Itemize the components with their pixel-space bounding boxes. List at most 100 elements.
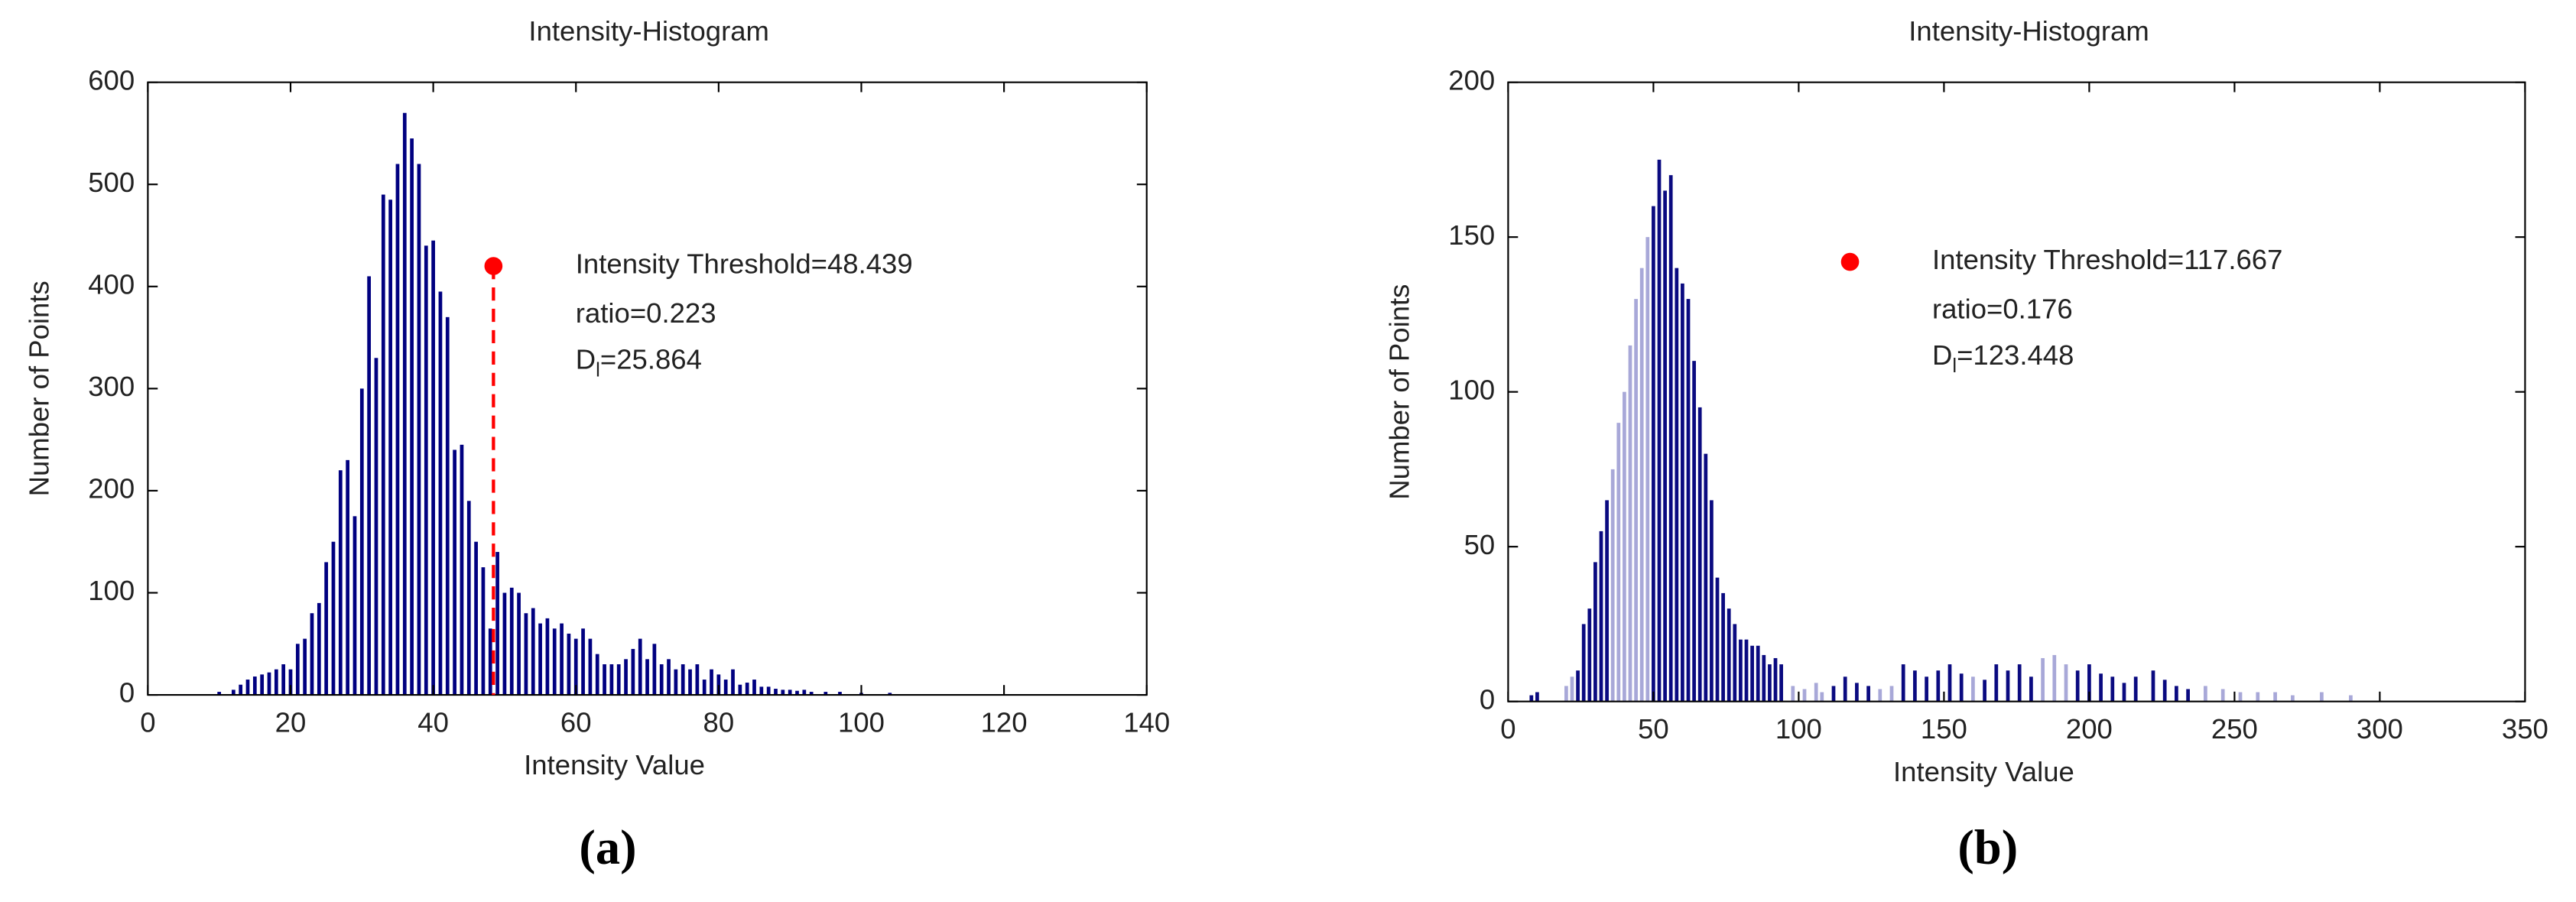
bar	[695, 664, 700, 696]
bar	[359, 388, 364, 696]
bar	[281, 664, 286, 696]
bar	[716, 674, 721, 696]
bar	[1605, 500, 1609, 702]
annotation: Dl=123.448	[1932, 339, 2074, 377]
annotation-sub: l	[596, 359, 600, 381]
bar	[1535, 692, 1539, 702]
bar	[502, 592, 507, 696]
bar	[324, 562, 329, 696]
plot-frame	[147, 81, 1148, 696]
x-tick-label: 140	[1123, 706, 1170, 738]
bar	[1814, 683, 1818, 702]
bar	[317, 602, 321, 696]
annotation: ratio=0.176	[1932, 294, 2073, 325]
y-tick-label: 100	[88, 575, 135, 606]
bar	[631, 648, 635, 696]
x-tick-label: 350	[2502, 713, 2548, 745]
annotation: Intensity Threshold=48.439	[576, 248, 913, 280]
bar	[1913, 670, 1917, 702]
bar	[809, 692, 814, 696]
bar	[1831, 686, 1836, 702]
bar	[1715, 577, 1720, 702]
bar	[1773, 657, 1778, 702]
bar	[495, 552, 499, 696]
bar	[2110, 676, 2115, 702]
bar	[1710, 500, 1714, 702]
bar	[774, 689, 778, 696]
bar	[438, 291, 443, 696]
y-tick-label: 150	[1448, 219, 1495, 251]
bar	[710, 669, 713, 696]
x-tick-label: 120	[981, 706, 1028, 738]
bar	[560, 623, 564, 696]
bar	[474, 541, 478, 696]
bar	[688, 669, 692, 696]
bar	[595, 654, 599, 696]
bar	[424, 245, 428, 696]
y-tick-label: 0	[1480, 683, 1495, 715]
bar	[795, 690, 799, 696]
bar	[538, 623, 542, 696]
bar	[524, 613, 528, 696]
y-tick-label: 50	[1464, 529, 1496, 560]
bar	[1855, 683, 1859, 702]
bar	[573, 638, 578, 696]
bar	[1901, 664, 1905, 702]
chart-title: Intensity-Histogram	[528, 15, 769, 47]
bar	[659, 664, 664, 696]
bar	[1581, 624, 1586, 702]
x-tick-label: 100	[838, 706, 885, 738]
bar	[509, 587, 514, 696]
bar	[2122, 683, 2126, 702]
x-tick-label: 100	[1775, 713, 1822, 745]
annotation: ratio=0.223	[576, 297, 716, 329]
bar	[1750, 645, 1754, 702]
bar	[466, 501, 471, 696]
bar	[274, 669, 278, 696]
bar	[1768, 664, 1772, 702]
bar	[2133, 676, 2138, 702]
bar	[267, 672, 271, 696]
bar	[252, 676, 257, 696]
bar	[2087, 664, 2091, 702]
x-tick-label: 250	[2211, 713, 2258, 745]
bar	[1639, 268, 1644, 702]
bar	[888, 693, 892, 696]
bar	[1663, 190, 1667, 702]
bar	[1610, 469, 1615, 702]
bar	[1675, 268, 1679, 702]
bar	[752, 680, 756, 696]
bar	[1925, 676, 1928, 702]
y-tick-label: 200	[88, 473, 135, 505]
bar	[802, 689, 807, 696]
bar	[1843, 676, 1847, 702]
bar	[2075, 670, 2080, 702]
bar	[295, 644, 300, 696]
bar	[2052, 654, 2057, 702]
bar	[1697, 407, 1702, 702]
bar	[2273, 692, 2277, 702]
threshold-marker	[484, 257, 503, 275]
chart-title: Intensity-Histogram	[1908, 15, 2149, 47]
x-tick-label: 50	[1638, 713, 1669, 745]
bar	[2256, 692, 2260, 702]
bar	[260, 674, 265, 696]
bar	[738, 684, 742, 696]
bar	[402, 112, 407, 696]
bar	[766, 686, 771, 696]
bar	[331, 541, 336, 696]
bar	[1936, 670, 1941, 702]
y-tick-label: 600	[88, 64, 135, 96]
bar	[460, 444, 464, 696]
bar	[2029, 676, 2033, 702]
bar	[781, 689, 785, 696]
y-axis-label: Number of Points	[1383, 284, 1415, 500]
bar	[217, 692, 222, 696]
bar	[1947, 664, 1952, 702]
bar	[609, 664, 614, 696]
x-axis-label: Intensity Value	[1893, 756, 2074, 787]
bar	[2291, 695, 2295, 702]
bar	[702, 680, 707, 696]
bar	[2162, 680, 2167, 702]
bar	[1692, 361, 1696, 702]
